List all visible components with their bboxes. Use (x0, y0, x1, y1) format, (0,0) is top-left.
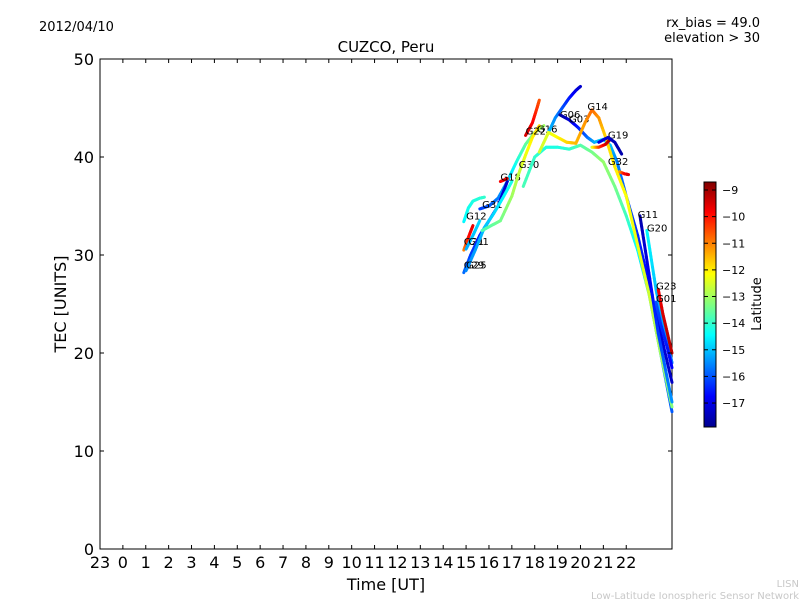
series-label: G03 (569, 115, 589, 126)
x-tick-label: 0 (118, 553, 128, 572)
x-tick-label: 9 (324, 553, 334, 572)
series-g18: G18 (498, 173, 521, 184)
series-label: G22 (526, 126, 546, 137)
y-tick-label: 40 (74, 148, 94, 167)
series-g14: G14 (537, 102, 674, 409)
x-tick-label: 22 (616, 553, 636, 572)
x-tick-label: 14 (433, 553, 453, 572)
series-segment (470, 224, 475, 229)
series-label: G19 (608, 130, 628, 141)
x-tick-label: 16 (479, 553, 499, 572)
x-axis-label: Time [UT] (346, 575, 425, 594)
series-label: G18 (500, 173, 520, 184)
series-g30: G30 (480, 124, 541, 232)
series-label: G01 (656, 294, 676, 305)
x-tick-label: 15 (456, 553, 476, 572)
x-tick-label: 17 (502, 553, 522, 572)
series-label: G20 (647, 223, 667, 234)
x-tick-label: 21 (593, 553, 613, 572)
y-tick-label: 20 (74, 344, 94, 363)
series-g32b (617, 170, 631, 177)
footer-network: Low-Latitude Ionospheric Sensor Network (591, 591, 799, 600)
y-tick-label: 30 (74, 246, 94, 265)
colorbar-tick-label: −10 (722, 211, 745, 224)
series-g32: G32 (597, 135, 628, 168)
x-tick-label: 5 (232, 553, 242, 572)
x-tick-label: 18 (525, 553, 545, 572)
x-tick-label: 11 (364, 553, 384, 572)
y-axis: 0 10 20 30 40 50 (74, 50, 672, 559)
series-g01: G01 (656, 294, 676, 305)
series-label: G06 (560, 110, 580, 121)
footer-lisn: LISN (777, 579, 799, 590)
series-label: G16 (537, 125, 557, 136)
x-tick-label: 3 (186, 553, 196, 572)
series-segment (509, 180, 514, 186)
x-tick-label: 7 (278, 553, 288, 572)
series-segment (619, 151, 624, 156)
series-segment (669, 396, 674, 404)
colorbar-tick-label: −13 (722, 291, 745, 304)
series-label: G21 (464, 237, 484, 248)
colorbar (703, 181, 717, 428)
x-tick-label: 1 (141, 553, 151, 572)
y-tick-label: 50 (74, 50, 94, 69)
colorbar-tick-label: −12 (722, 264, 745, 277)
colorbar-ticks: −9 −10 −11 −12 −13 −14 −15 −16 −17 (704, 184, 745, 410)
series-segment (669, 363, 674, 370)
series-label: G12 (466, 212, 486, 223)
x-tick-label: 4 (209, 553, 219, 572)
date-label: 2012/04/10 (39, 20, 114, 35)
series-g11: G11 (638, 210, 674, 404)
series-label: G25 (466, 261, 486, 272)
x-tick-label: 20 (570, 553, 590, 572)
y-tick-label: 0 (84, 540, 94, 559)
plot-area (99, 58, 673, 550)
x-tick-label: 19 (547, 553, 567, 572)
series-g23: G23 (656, 281, 676, 355)
colorbar-tick-label: −11 (722, 237, 745, 250)
series-segment (504, 180, 509, 187)
rx-bias-label: rx_bias = 49.0 (666, 16, 760, 31)
y-axis-label: TEC [UNITS] (51, 256, 70, 354)
colorbar-tick-label: −16 (722, 370, 745, 383)
x-tick-label: 13 (410, 553, 430, 572)
series-g21: G21 (462, 224, 484, 252)
series-label: G31 (482, 200, 502, 211)
x-tick-label: 2 (164, 553, 174, 572)
x-tick-label: 12 (387, 553, 407, 572)
series-g22: G22 (524, 98, 546, 137)
colorbar-label: Latitude (750, 277, 765, 331)
x-tick-label: 8 (301, 553, 311, 572)
series-g19: G19 (590, 130, 628, 149)
series-g06: G06 (546, 84, 582, 134)
x-tick-label: 6 (255, 553, 265, 572)
series-label: G30 (519, 160, 539, 171)
colorbar-tick-label: −14 (722, 317, 745, 330)
series-segment (541, 124, 546, 128)
series-label: G32 (608, 157, 628, 168)
x-tick-label: 10 (342, 553, 362, 572)
colorbar-tick-label: −9 (722, 184, 738, 197)
series-g12: G12 (462, 195, 487, 224)
series-label: G14 (587, 102, 607, 113)
colorbar-tick-label: −17 (722, 397, 745, 410)
series-label: G29 (464, 261, 484, 272)
chart-title: CUZCO, Peru (338, 38, 435, 56)
series-label: G23 (656, 281, 676, 292)
elevation-label: elevation > 30 (664, 31, 760, 46)
series-segment (536, 124, 541, 129)
series-label: G11 (638, 210, 658, 221)
x-tick-label: 23 (90, 553, 110, 572)
series-segment (669, 374, 674, 384)
colorbar-tick-label: −15 (722, 344, 745, 357)
y-tick-label: 10 (74, 442, 94, 461)
x-axis: 23 0 1 2 3 4 5 6 7 8 9 10 11 12 13 14 15 16 17 18 19 20 21 22 (90, 59, 636, 572)
series-g01b (654, 300, 674, 370)
series-segment (477, 219, 482, 225)
